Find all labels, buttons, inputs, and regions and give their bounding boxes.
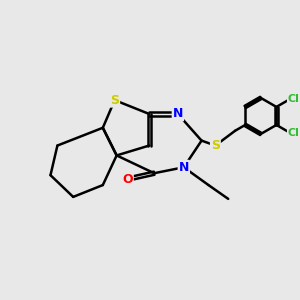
Text: Cl: Cl bbox=[288, 94, 300, 104]
Text: S: S bbox=[211, 139, 220, 152]
Text: S: S bbox=[110, 94, 119, 106]
Text: O: O bbox=[122, 172, 133, 186]
Text: N: N bbox=[173, 107, 183, 121]
Text: Cl: Cl bbox=[288, 128, 300, 138]
Text: N: N bbox=[178, 161, 189, 174]
